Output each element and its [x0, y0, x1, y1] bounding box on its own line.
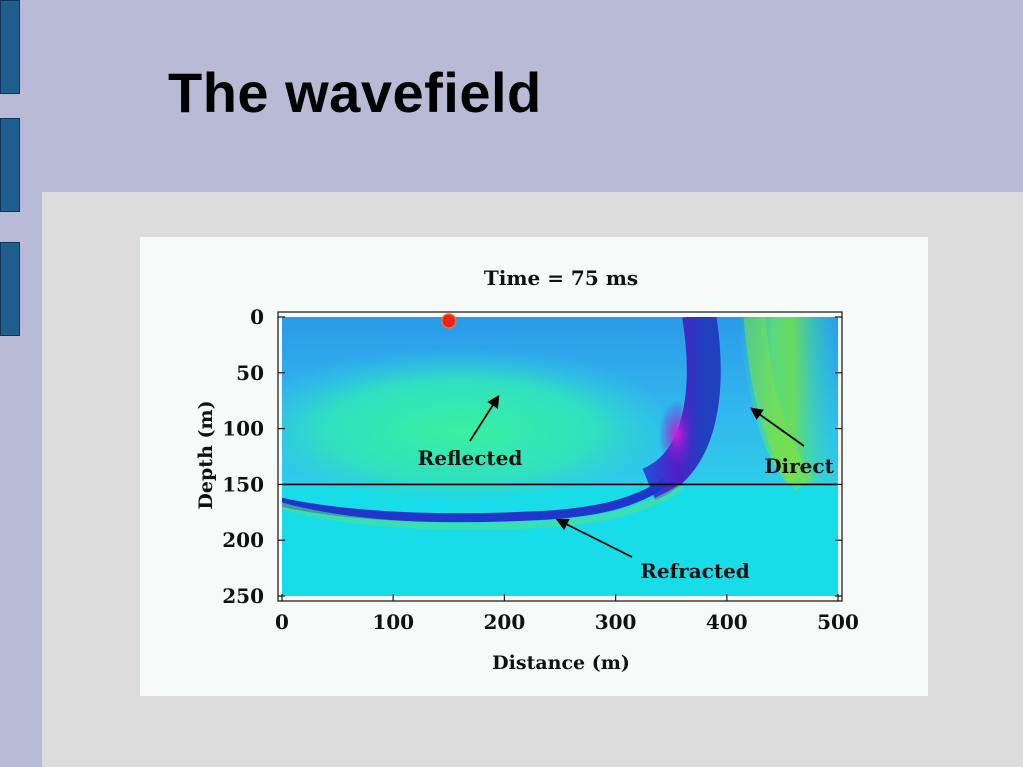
x-tick-label: 0 [275, 610, 289, 634]
x-tick-label: 400 [706, 610, 748, 634]
y-tick-label: 0 [250, 305, 264, 329]
x-tick-label: 300 [595, 610, 637, 634]
x-tick-label: 100 [372, 610, 414, 634]
annotation-reflected: Reflected [418, 446, 523, 470]
y-axis-label: Depth (m) [195, 400, 217, 509]
direct-wave-front [743, 317, 814, 491]
y-tick-label: 150 [222, 472, 264, 496]
arrow-direct [749, 407, 805, 447]
refracted-wavefront [282, 478, 669, 523]
plot-frame [277, 311, 843, 602]
source-point [441, 313, 457, 329]
x-tick-label: 500 [817, 610, 859, 634]
x-axis-label: Distance (m) [492, 652, 630, 674]
side-tab [0, 0, 20, 94]
y-tick-label: 250 [222, 584, 264, 608]
chart-title: Time = 75 ms [484, 266, 638, 290]
peak-amplitude [658, 400, 695, 469]
x-tick-label: 200 [484, 610, 526, 634]
y-tick-label: 50 [236, 361, 264, 385]
refracted-wave-tail [282, 483, 685, 530]
direct-wavefront [641, 317, 721, 501]
wavefield-plot-area [282, 317, 838, 596]
reflected-wave-region [282, 346, 666, 500]
annotation-direct: Direct [764, 454, 834, 478]
arrow-refracted [555, 518, 633, 558]
arrow-reflected [469, 394, 500, 442]
axes: 0 100 200 300 400 500 0 50 100 150 200 250 [222, 305, 859, 634]
y-tick-label: 200 [222, 528, 264, 552]
side-tab [0, 118, 20, 212]
y-tick-label: 100 [222, 417, 264, 441]
wavefield-figure: Time = 75 ms 0 100 200 300 400 500 0 50 100 150 20… [140, 237, 928, 696]
side-tab [0, 242, 20, 336]
wavefield-chart: Time = 75 ms 0 100 200 300 400 500 0 50 100 150 20… [195, 266, 859, 674]
slide-title: The wavefield [168, 61, 542, 124]
annotation-refracted: Refracted [640, 559, 750, 583]
